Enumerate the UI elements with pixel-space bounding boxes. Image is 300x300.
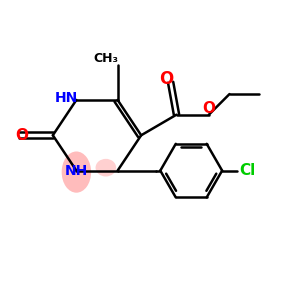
Text: NH: NH — [65, 164, 88, 178]
Text: O: O — [159, 70, 173, 88]
Text: Cl: Cl — [239, 163, 255, 178]
Ellipse shape — [62, 152, 91, 193]
Text: CH₃: CH₃ — [93, 52, 118, 65]
Text: O: O — [15, 128, 28, 143]
Ellipse shape — [95, 159, 116, 176]
Text: HN: HN — [55, 92, 78, 106]
Text: O: O — [202, 101, 215, 116]
